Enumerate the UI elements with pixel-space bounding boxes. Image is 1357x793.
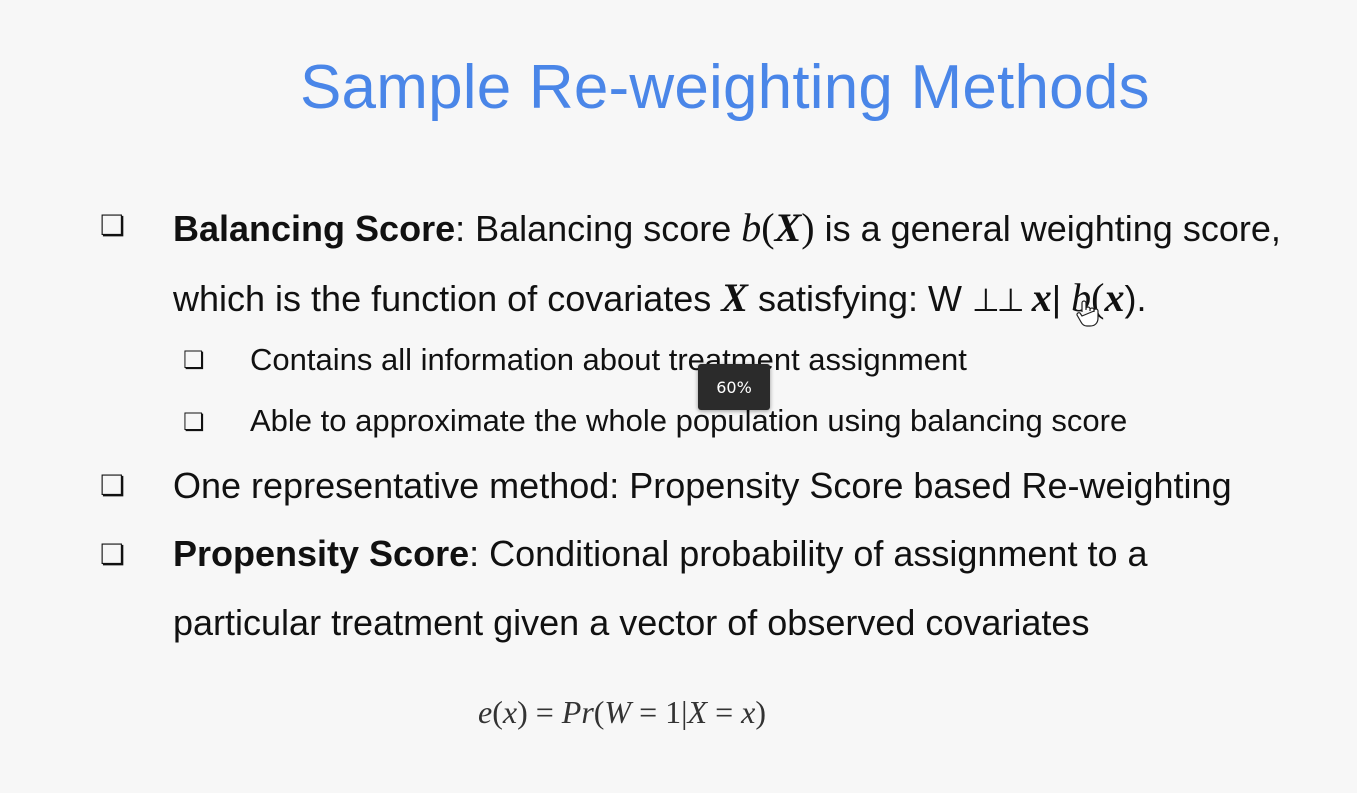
sub-bullet-checkbox-icon: ❏ xyxy=(183,408,205,436)
propensity-score-line2: particular treatment given a vector of o… xyxy=(173,602,1090,643)
sub-bullet-contains: Contains all information about treatment… xyxy=(250,342,967,377)
math-bar: | xyxy=(1051,278,1072,319)
eq-X: X xyxy=(687,694,708,730)
sub-bullet-approximate: Able to approximate the whole population… xyxy=(250,403,1128,438)
balancing-score-label: Balancing Score xyxy=(173,208,456,249)
hand-cursor-icon xyxy=(1076,300,1099,327)
math-X: X xyxy=(774,205,802,250)
balancing-text: is a general weighting score, xyxy=(814,208,1281,249)
balancing-text: satisfying: W xyxy=(747,278,973,319)
math-paren: ). xyxy=(1124,278,1147,319)
propensity-score-label: Propensity Score xyxy=(173,533,470,574)
eq-equals: = xyxy=(527,694,562,730)
math-X: X xyxy=(721,275,748,320)
representative-method-line: One representative method: Propensity Sc… xyxy=(173,465,1232,506)
balancing-text: : Balancing score xyxy=(455,208,742,249)
eq-paren: ( xyxy=(492,694,503,730)
eq-W: W xyxy=(604,694,632,730)
independence-symbol: ⊥⊥ xyxy=(972,282,1025,318)
math-paren: ) xyxy=(801,205,815,250)
balancing-text: which is the function of covariates xyxy=(173,278,722,319)
math-b: b xyxy=(741,205,762,250)
eq-equals-one: = 1| xyxy=(631,694,688,730)
propensity-score-line1: Propensity Score: Conditional probabilit… xyxy=(173,533,1148,575)
eq-x: x xyxy=(741,694,756,730)
bullet-checkbox-icon: ❏ xyxy=(100,209,126,242)
propensity-text: : Conditional probability of assignment … xyxy=(469,533,1148,574)
math-x: x xyxy=(1031,275,1052,320)
eq-paren: ( xyxy=(593,694,605,730)
balancing-score-line1: Balancing Score: Balancing score b(X) is… xyxy=(173,204,1281,251)
math-x: x xyxy=(1104,275,1125,320)
zoom-level-tooltip: 60% xyxy=(698,364,770,410)
eq-x: x xyxy=(502,694,518,730)
eq-equals: = xyxy=(707,694,742,730)
eq-paren: ) xyxy=(755,694,766,730)
sub-bullet-checkbox-icon: ❏ xyxy=(183,346,205,374)
slide-title: Sample Re-weighting Methods xyxy=(300,53,1150,122)
math-paren: ( xyxy=(761,205,775,250)
eq-e: e xyxy=(478,694,493,730)
bullet-checkbox-icon: ❏ xyxy=(100,538,126,571)
propensity-equation: e(x) = Pr(W = 1|X = x) xyxy=(478,694,766,731)
eq-paren: ) xyxy=(517,694,528,730)
bullet-checkbox-icon: ❏ xyxy=(100,469,126,502)
balancing-score-line2: which is the function of covariates X sa… xyxy=(173,274,1146,321)
eq-Pr: Pr xyxy=(561,694,594,730)
